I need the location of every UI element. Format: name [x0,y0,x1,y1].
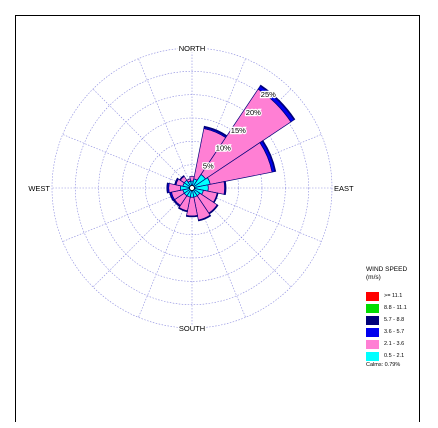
legend-label: 8.8 - 11.1 [384,305,407,311]
compass-south: SOUTH [179,324,205,333]
legend-title: WIND SPEED (m/s) [366,266,408,281]
compass-north: NORTH [179,44,206,53]
legend-item: 2.1 - 3.6 [366,340,426,350]
wind-rose-petals [166,84,296,222]
compass-labels: NORTH SOUTH EAST WEST [27,43,356,335]
legend-item: 0.5 - 2.1 [366,352,426,362]
calm-centre [189,185,195,191]
legend-item: 5.7 - 8.8 [366,316,426,326]
petal-ne-5-7-8-8 [259,84,296,121]
petal-ene-5-7-8-8 [261,140,277,172]
legend-label: 3.6 - 5.7 [384,329,405,335]
petal-wnw-5-7-8-8 [174,177,179,186]
petal-nw-5-7-8-8 [179,175,185,181]
legend-swatch [366,340,379,349]
grid-spoke [191,187,322,242]
legend-swatch [366,304,379,313]
grid-spoke [138,58,193,189]
grid-spoke [191,58,246,189]
ring-label: 10% [216,144,231,153]
legend-swatch [366,352,379,361]
ring-label: 5% [203,162,214,171]
grid-spoke [92,187,193,288]
grid-ring [51,47,333,329]
petal-s-5-7-8-8 [185,215,199,218]
ring-label: 15% [231,126,246,135]
ring-label: 20% [246,108,261,117]
legend-swatch [366,328,379,337]
grid-spoke [92,88,193,189]
compass-west: WEST [28,184,50,193]
ring-label: 25% [261,90,276,99]
legend-swatch [366,316,379,325]
compass-east: EAST [334,184,354,193]
grid-ring [75,71,309,305]
grid-spoke [138,187,193,318]
grid-spoke [62,187,193,242]
legend: WIND SPEED (m/s) >= 11.1 8.8 - 11.1 5.7 - 8… [366,266,408,368]
petal-ssw-5-7-8-8 [178,207,188,213]
petal-w-5-7-8-8 [166,182,169,194]
legend-item: 3.6 - 5.7 [366,328,426,338]
legend-label: >= 11.1 [384,293,403,299]
legend-swatch [366,292,379,301]
legend-label: 0.5 - 2.1 [384,353,405,359]
ring-labels: 5%10%15%20%25% [202,89,278,172]
calms-label: Calms: 0.79% [366,362,401,368]
petal-nnw-2-1-3-6 [186,178,192,183]
legend-item: 8.8 - 11.1 [366,304,426,314]
grid-spoke [191,187,246,318]
grid-ring [145,141,239,235]
petal-sse-5-7-8-8 [198,215,212,222]
grid-spoke [62,134,193,189]
legend-label: 2.1 - 3.6 [384,341,405,347]
chart-frame [15,15,420,422]
grid-spoke [191,187,292,288]
legend-item: >= 11.1 [366,292,426,302]
petal-e-5-7-8-8 [224,180,227,196]
legend-label: 5.7 - 8.8 [384,317,405,323]
